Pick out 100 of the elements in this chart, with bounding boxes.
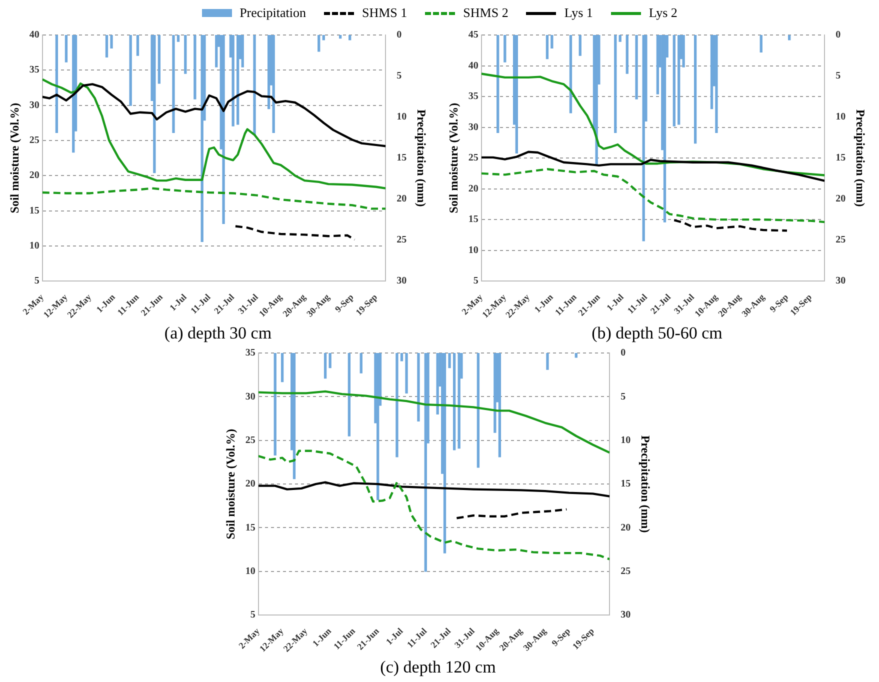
bar — [129, 35, 132, 106]
bar — [546, 353, 548, 370]
y2-tick-label: 10 — [620, 434, 630, 446]
bar — [318, 35, 320, 52]
y-axis-title: Soil moisture (Vol.%) — [446, 102, 460, 214]
text: (b) depth 50-60 cm — [592, 323, 722, 342]
bar — [328, 353, 331, 368]
bar — [678, 35, 680, 125]
bar — [550, 35, 554, 48]
bar — [618, 35, 622, 42]
bar — [338, 35, 342, 39]
y2-tick-label: 0 — [396, 30, 402, 41]
bar — [476, 353, 480, 468]
bar — [569, 35, 572, 114]
bar — [347, 353, 350, 436]
y2-tick-label: 30 — [396, 276, 407, 287]
y2-tick-label: 5 — [620, 391, 626, 402]
y2-tick-label: 30 — [836, 276, 846, 287]
bar — [280, 353, 284, 382]
y-tick-label: 5 — [473, 276, 478, 287]
bar — [663, 35, 666, 222]
y-tick-label: 15 — [468, 214, 478, 226]
bar — [267, 35, 270, 110]
bar — [694, 35, 697, 144]
bar — [236, 35, 240, 125]
bar — [184, 35, 187, 74]
y2-tick-label: 15 — [620, 478, 630, 490]
line-series — [42, 187, 386, 210]
bar — [682, 35, 685, 68]
bar — [376, 353, 379, 500]
y2-tick-label: 30 — [620, 610, 630, 621]
bar — [323, 353, 326, 379]
bar — [241, 35, 244, 68]
bar — [760, 35, 762, 53]
line-series — [455, 508, 568, 520]
y-axis-title: Soil moisture (Vol.%) — [222, 428, 237, 540]
y-tick-label: 30 — [244, 391, 255, 402]
bar — [253, 35, 256, 135]
y2-tick-label: 15 — [396, 152, 407, 164]
bar — [322, 35, 325, 40]
line-series — [258, 450, 610, 560]
bar — [105, 35, 108, 58]
legend-label: SHMS 1 — [362, 5, 408, 21]
bar — [222, 35, 225, 224]
y-tick-label: 15 — [29, 205, 40, 216]
y-axis-title: Soil moisture (Vol.%) — [7, 102, 22, 214]
bar — [626, 35, 628, 74]
y2-tick-label: 20 — [836, 194, 846, 205]
y-tick-label: 10 — [244, 566, 255, 578]
y2-tick-label: 10 — [836, 112, 846, 123]
bar — [498, 353, 501, 458]
y2-tick-label: 5 — [836, 70, 841, 82]
bar — [110, 35, 113, 48]
bar — [515, 35, 518, 154]
y-tick-label: 20 — [29, 170, 40, 182]
bar — [404, 353, 408, 394]
y2-tick-label: 20 — [396, 194, 407, 205]
y2-axis-title: Precipitation (mm) — [414, 109, 429, 207]
legend-label: Lys 2 — [648, 5, 678, 21]
legend-label: Lys 1 — [564, 5, 593, 21]
bar — [273, 353, 276, 456]
y-tick-label: 30 — [29, 100, 40, 111]
bar — [348, 35, 352, 40]
bar — [493, 353, 496, 433]
y-tick-label: 5 — [34, 276, 40, 287]
bar — [788, 35, 791, 40]
y-tick-label: 35 — [468, 91, 478, 102]
text: (a) depth 30 cm — [164, 323, 272, 342]
y2-tick-label: 25 — [620, 566, 630, 578]
y-tick-label: 35 — [29, 64, 40, 76]
line-series — [673, 219, 788, 232]
bar — [416, 353, 420, 422]
bar — [176, 35, 180, 42]
y-tick-label: 10 — [468, 244, 478, 256]
bar — [614, 35, 617, 133]
y-tick-label: 10 — [29, 240, 40, 252]
y2-tick-label: 25 — [836, 234, 846, 246]
y2-axis-title: Precipitation (mm) — [638, 435, 652, 533]
y2-axis-title: Precipitation (mm) — [854, 109, 868, 207]
bar — [272, 35, 275, 133]
bar — [635, 35, 638, 100]
y-tick-label: 45 — [468, 30, 478, 41]
y2-tick-label: 0 — [836, 30, 841, 41]
bar — [395, 353, 398, 458]
bar — [504, 35, 506, 62]
y2-tick-label: 20 — [620, 522, 630, 534]
bar — [232, 35, 234, 126]
y-tick-label: 40 — [468, 60, 478, 72]
line-series — [481, 168, 825, 224]
bar — [215, 35, 218, 68]
y-tick-label: 20 — [468, 183, 478, 194]
y-tick-label: 30 — [468, 122, 478, 133]
y-tick-label: 25 — [29, 135, 40, 146]
y2-tick-label: 15 — [836, 152, 846, 164]
bar — [72, 35, 75, 153]
text: (c) depth 120 cm — [380, 657, 496, 676]
legend-label: SHMS 2 — [463, 5, 508, 21]
y-tick-label: 40 — [29, 30, 40, 41]
bar — [442, 353, 446, 554]
y-tick-label: 25 — [244, 434, 255, 446]
